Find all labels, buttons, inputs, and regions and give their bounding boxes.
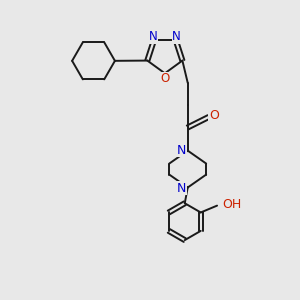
Text: OH: OH — [222, 198, 242, 211]
Text: N: N — [172, 30, 181, 43]
Text: O: O — [160, 72, 170, 85]
Text: N: N — [176, 182, 186, 195]
Text: N: N — [149, 30, 158, 43]
Text: N: N — [176, 143, 186, 157]
Text: O: O — [209, 109, 219, 122]
